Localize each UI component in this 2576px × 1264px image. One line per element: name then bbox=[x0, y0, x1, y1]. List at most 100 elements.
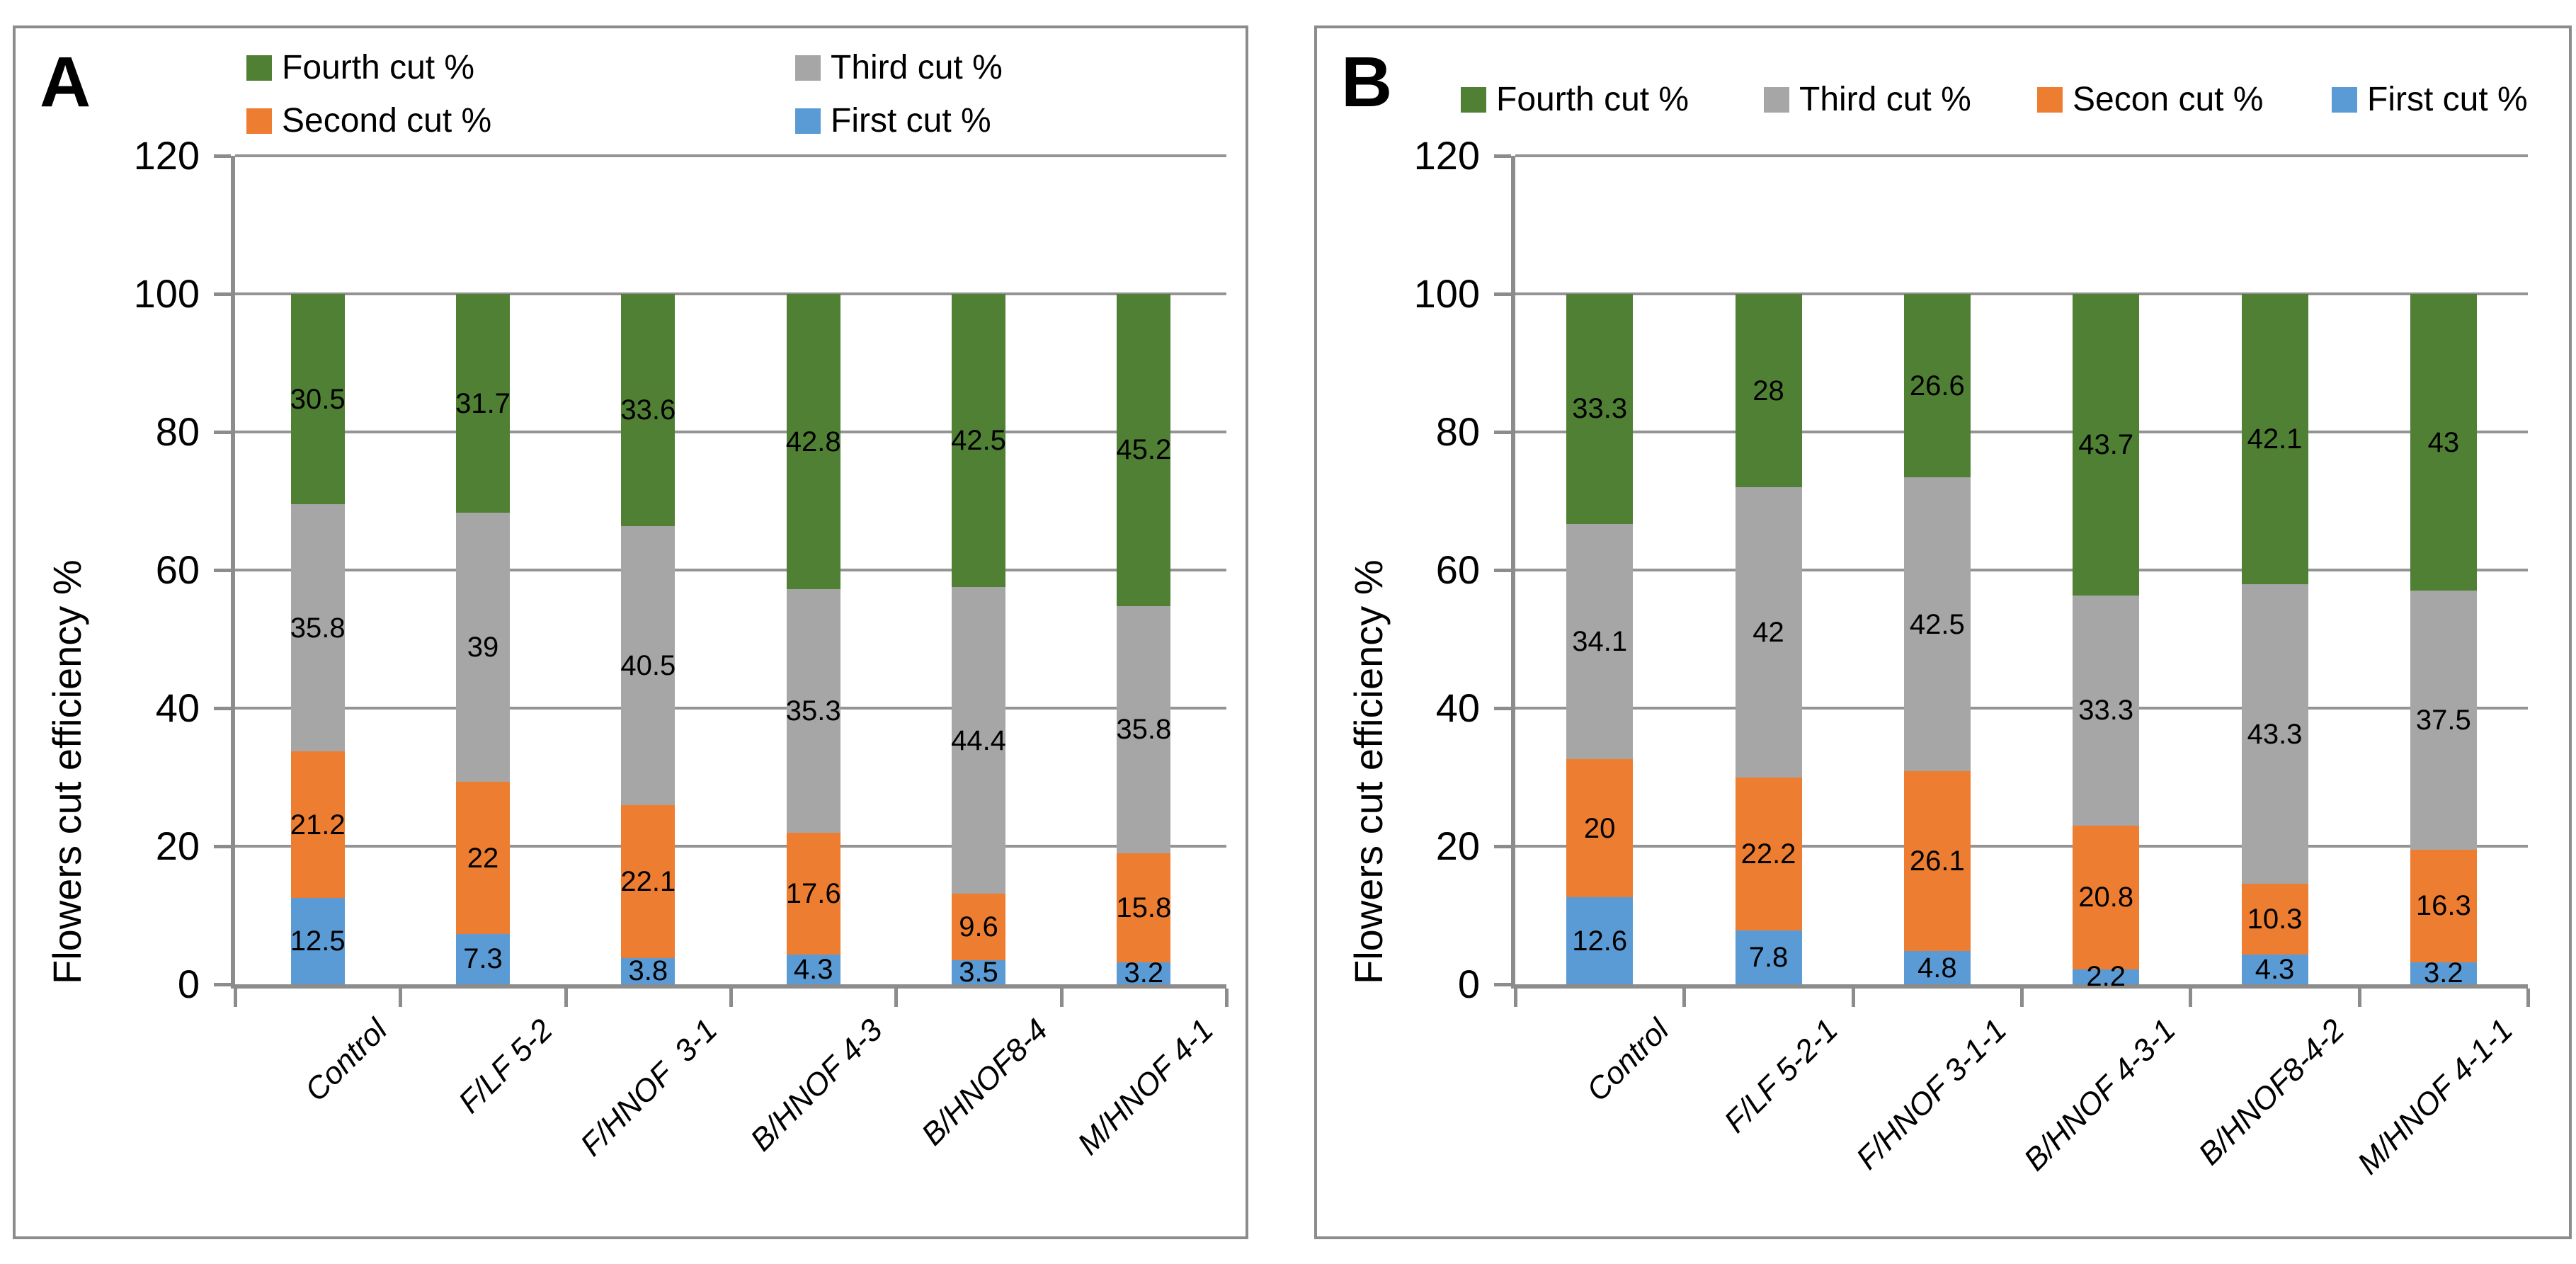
gridline bbox=[235, 292, 1226, 295]
legend-item: Fourth cut % bbox=[246, 49, 474, 87]
y-tick-mark bbox=[214, 569, 231, 572]
bar-segment-fourth_cut bbox=[290, 294, 345, 505]
bar-segment-third_cut bbox=[1566, 523, 1634, 760]
x-tick-mark bbox=[1682, 989, 1687, 1007]
bar-segment-second_cut bbox=[1735, 777, 1802, 930]
legend-item: First cut % bbox=[795, 102, 991, 140]
bar-value-label: 4.3 bbox=[2255, 954, 2295, 986]
y-tick-label: 60 bbox=[155, 547, 200, 592]
bar-segment-fourth_cut bbox=[1566, 294, 1634, 524]
bar-segment-first_cut bbox=[2410, 962, 2477, 984]
x-tick-mark bbox=[2357, 989, 2361, 1007]
panel-a: A Flowers cut efficiency % Fourth cut % T… bbox=[13, 25, 1248, 1239]
legend-swatch-second_cut bbox=[246, 108, 272, 135]
bar-value-label: 26.6 bbox=[1909, 370, 1965, 402]
gridline bbox=[1515, 431, 2528, 433]
bar-value-label: 42 bbox=[1753, 616, 1784, 648]
legend-item: Fourth cut % bbox=[1461, 81, 1689, 119]
bar-value-label: 30.5 bbox=[290, 383, 346, 415]
y-tick-label: 120 bbox=[1413, 133, 1480, 178]
legend-item-label: Third cut % bbox=[1799, 81, 1971, 118]
gridline bbox=[1515, 707, 2528, 710]
x-tick-mark bbox=[2020, 989, 2024, 1007]
bar-value-label: 12.5 bbox=[290, 926, 346, 957]
category-label: M/HNOF 4-1 bbox=[1071, 1012, 1220, 1162]
legend-item-label: Fourth cut % bbox=[1496, 81, 1689, 118]
bar-value-label: 33.3 bbox=[1572, 393, 1628, 425]
bar-segment-second_cut bbox=[2410, 849, 2477, 962]
y-tick-mark bbox=[1494, 154, 1511, 158]
bar-segment-first_cut bbox=[456, 933, 510, 984]
legend-swatch-first_cut bbox=[795, 108, 821, 135]
bar-value-label: 43.3 bbox=[2247, 718, 2303, 750]
legend-item: Third cut % bbox=[795, 49, 1003, 87]
category-label: B/HNOF 4-3 bbox=[743, 1012, 890, 1158]
y-tick-mark bbox=[1494, 431, 1511, 434]
bar-segment-second_cut bbox=[2241, 883, 2308, 955]
bar-segment-fourth_cut bbox=[786, 294, 840, 590]
x-tick-mark bbox=[1514, 989, 1517, 1007]
bar-value-label: 42.5 bbox=[1909, 608, 1965, 640]
bar-segment-fourth_cut bbox=[1117, 294, 1171, 606]
y-tick-mark bbox=[1494, 707, 1511, 710]
bar-segment-fourth_cut bbox=[2073, 294, 2140, 596]
bar-segment-second_cut bbox=[786, 833, 840, 955]
bar-segment-fourth_cut bbox=[621, 294, 676, 526]
x-tick-mark bbox=[894, 989, 899, 1007]
bar-value-label: 28 bbox=[1753, 375, 1784, 406]
bar-value-label: 12.6 bbox=[1572, 925, 1628, 957]
y-axis-line bbox=[1511, 156, 1515, 989]
y-tick-label: 40 bbox=[1435, 685, 1480, 730]
bar-segment-second_cut bbox=[1566, 759, 1634, 898]
bar-value-label: 44.4 bbox=[951, 724, 1006, 756]
y-tick-label: 0 bbox=[177, 962, 200, 1006]
x-tick-mark bbox=[399, 989, 403, 1007]
bar-segment-fourth_cut bbox=[2410, 294, 2477, 591]
bar-segment-fourth_cut bbox=[952, 294, 1005, 588]
bar-segment-third_cut bbox=[621, 525, 676, 806]
bar-segment-first_cut bbox=[1903, 951, 1971, 984]
x-tick-mark bbox=[1851, 989, 1855, 1007]
bar-segment-second_cut bbox=[456, 782, 510, 934]
legend-item: Second cut % bbox=[246, 102, 491, 140]
y-tick-label: 80 bbox=[155, 409, 200, 454]
bar-segment-first_cut bbox=[621, 957, 676, 984]
category-label: B/HNOF8-4-2 bbox=[2192, 1012, 2352, 1172]
bar-value-label: 16.3 bbox=[2415, 890, 2471, 922]
bar-segment-third_cut bbox=[2241, 584, 2308, 884]
bar-value-label: 9.6 bbox=[959, 911, 998, 943]
bar-value-label: 42.1 bbox=[2247, 423, 2303, 455]
bar-segment-third_cut bbox=[2410, 591, 2477, 850]
y-tick-label: 0 bbox=[1457, 962, 1480, 1006]
gridline bbox=[235, 569, 1226, 571]
legend-item-label: First cut % bbox=[2367, 81, 2528, 118]
y-tick-label: 60 bbox=[1435, 547, 1480, 592]
category-label: Control bbox=[1580, 1012, 1676, 1108]
bar-segment-third_cut bbox=[786, 589, 840, 833]
bar-segment-fourth_cut bbox=[456, 294, 510, 513]
bar-value-label: 26.1 bbox=[1909, 845, 1965, 877]
bar-segment-second_cut bbox=[952, 894, 1005, 960]
bar-segment-third_cut bbox=[1735, 487, 1802, 778]
bar-value-label: 33.6 bbox=[620, 394, 676, 426]
y-tick-mark bbox=[214, 845, 231, 848]
bar-value-label: 3.8 bbox=[628, 955, 668, 987]
y-tick-mark bbox=[214, 983, 231, 986]
bar-value-label: 4.8 bbox=[1917, 952, 1957, 984]
y-tick-label: 100 bbox=[133, 271, 200, 316]
bar-value-label: 20.8 bbox=[2078, 882, 2134, 913]
bar-value-label: 10.3 bbox=[2247, 903, 2303, 935]
bar-segment-first_cut bbox=[1735, 930, 1802, 984]
bar-value-label: 35.3 bbox=[785, 695, 841, 727]
legend-item-label: Secon cut % bbox=[2073, 81, 2264, 118]
bar-segment-third_cut bbox=[456, 513, 510, 782]
y-tick-mark bbox=[214, 292, 231, 296]
bar-value-label: 35.8 bbox=[290, 612, 346, 644]
y-tick-label: 40 bbox=[155, 685, 200, 730]
bar-segment-first_cut bbox=[1117, 962, 1171, 984]
y-tick-label: 20 bbox=[155, 824, 200, 868]
y-axis-line bbox=[231, 156, 235, 989]
bar-value-label: 4.3 bbox=[793, 954, 833, 986]
bar-value-label: 42.5 bbox=[951, 425, 1006, 457]
gridline bbox=[1515, 154, 2528, 157]
